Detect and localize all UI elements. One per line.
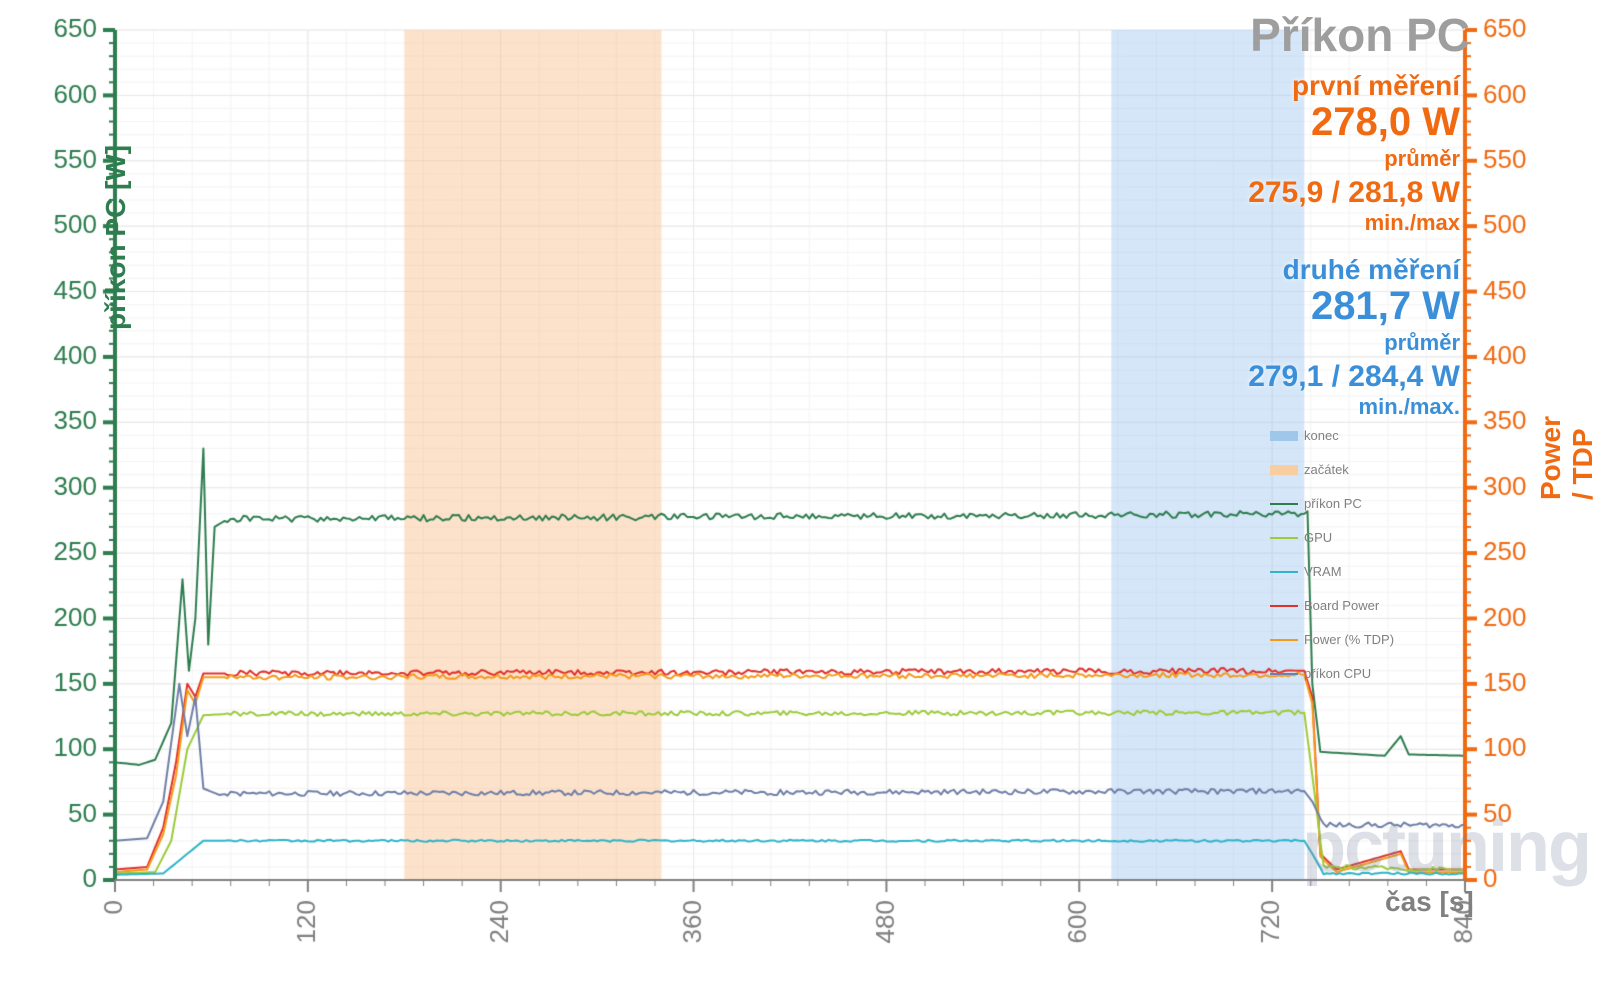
chart-title: Příkon PC [1250, 8, 1470, 62]
legend-swatch [1270, 673, 1298, 675]
legend-swatch [1270, 465, 1298, 475]
legend-item-Power-(%-TDP): Power (% TDP) [1270, 632, 1394, 647]
legend-swatch [1270, 571, 1298, 573]
legend-label: GPU [1304, 530, 1332, 545]
annotation-m1_mmlbl: min./max [1365, 210, 1460, 236]
legend-item-VRAM: VRAM [1270, 564, 1342, 579]
watermark: pctuning [1302, 806, 1590, 888]
annotation-m2_mmlbl: min./max. [1359, 394, 1460, 420]
legend-item-příkon-PC: příkon PC [1270, 496, 1362, 511]
legend-item-začátek: začátek [1270, 462, 1349, 477]
annotation-m1_mm: 275,9 / 281,8 W [1248, 176, 1460, 210]
legend-label: začátek [1304, 462, 1349, 477]
annotation-m2_head: druhé měření [1283, 254, 1460, 286]
annotation-m2_avg: 281,7 W [1311, 284, 1460, 329]
legend-item-GPU: GPU [1270, 530, 1332, 545]
annotation-m1_avglbl: průměr [1384, 146, 1460, 172]
legend-label: příkon CPU [1304, 666, 1371, 681]
legend-label: VRAM [1304, 564, 1342, 579]
y-axis-left-label: příkon PC [W] [100, 145, 132, 330]
x-axis-label: čas [s] [1385, 886, 1474, 918]
annotation-m1_head: první měření [1292, 70, 1460, 102]
legend-swatch [1270, 639, 1298, 641]
legend-swatch [1270, 431, 1298, 441]
legend-label: Power (% TDP) [1304, 632, 1394, 647]
y-axis-right-label: Power / TDP [W / %] [1535, 416, 1600, 500]
legend-swatch [1270, 537, 1298, 539]
legend-item-konec: konec [1270, 428, 1339, 443]
annotation-m2_avglbl: průměr [1384, 330, 1460, 356]
legend-label: Board Power [1304, 598, 1379, 613]
legend-label: konec [1304, 428, 1339, 443]
legend-label: příkon PC [1304, 496, 1362, 511]
legend-swatch [1270, 503, 1298, 505]
legend-item-příkon-CPU: příkon CPU [1270, 666, 1371, 681]
annotation-m2_mm: 279,1 / 284,4 W [1248, 360, 1460, 394]
legend-item-Board-Power: Board Power [1270, 598, 1379, 613]
annotation-m1_avg: 278,0 W [1311, 100, 1460, 145]
legend-swatch [1270, 605, 1298, 607]
